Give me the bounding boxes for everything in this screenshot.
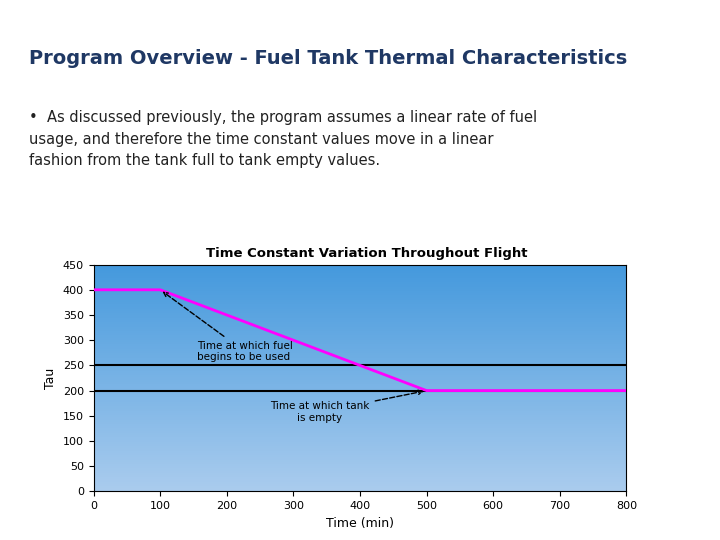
Text: Time at which tank
is empty: Time at which tank is empty: [270, 390, 423, 423]
Text: Time Constant Variation Throughout Flight: Time Constant Variation Throughout Fligh…: [207, 247, 528, 260]
Text: 38: 38: [667, 517, 686, 531]
Text: The Fuel T: The Fuel T: [14, 519, 72, 529]
Text: •  As discussed previously, the program assumes a linear rate of fuel
usage, and: • As discussed previously, the program a…: [29, 110, 537, 168]
Text: Program Overview - Fuel Tank Thermal Characteristics: Program Overview - Fuel Tank Thermal Cha…: [29, 49, 627, 68]
Y-axis label: Tau: Tau: [44, 367, 57, 389]
X-axis label: Time (min): Time (min): [326, 517, 394, 530]
Text: Time at which fuel
begins to be used: Time at which fuel begins to be used: [163, 292, 293, 362]
